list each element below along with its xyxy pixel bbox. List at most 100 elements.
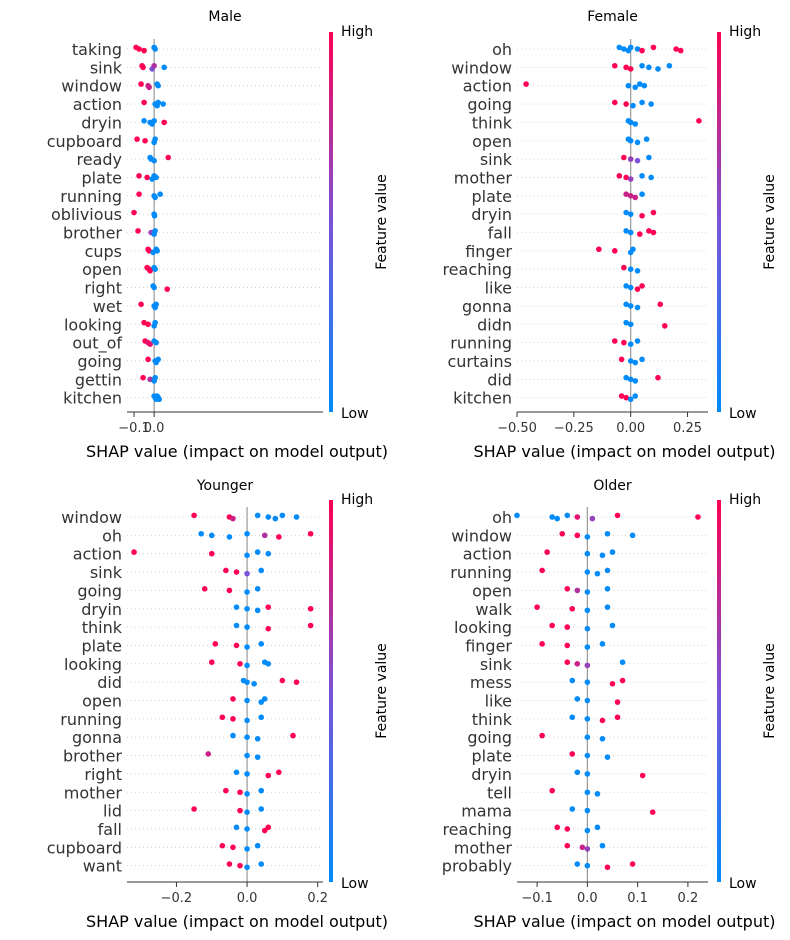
shap-point xyxy=(627,229,634,236)
feature-label: going xyxy=(77,581,122,600)
shap-point xyxy=(140,64,146,71)
shap-point xyxy=(599,641,606,647)
x-tick-label: 0.2 xyxy=(307,891,328,906)
shap-point xyxy=(151,284,157,291)
shap-point xyxy=(230,696,236,702)
shap-point xyxy=(254,549,261,555)
shap-point xyxy=(599,717,606,724)
shap-point xyxy=(244,589,250,595)
shap-point xyxy=(584,827,591,834)
shap-point xyxy=(564,659,571,665)
feature-label: mother xyxy=(454,838,513,857)
shap-point xyxy=(233,569,240,575)
shap-point xyxy=(251,680,257,687)
colorbar-low-label: Low xyxy=(341,876,369,892)
shap-point xyxy=(623,319,629,326)
shap-point xyxy=(627,119,634,126)
shap-point xyxy=(634,338,641,344)
shap-point xyxy=(616,173,623,179)
shap-point xyxy=(584,789,591,796)
shap-point xyxy=(618,356,625,363)
feature-label: curtains xyxy=(447,352,512,371)
colorbar-low-label: Low xyxy=(729,876,757,892)
shap-point xyxy=(627,156,634,162)
feature-label: plate xyxy=(81,168,122,187)
shap-point xyxy=(618,393,625,399)
shap-point xyxy=(237,661,243,667)
shap-point xyxy=(539,732,545,739)
shap-point xyxy=(152,228,158,234)
feature-label: sink xyxy=(480,150,513,169)
x-tick-label: 0.0 xyxy=(237,891,258,906)
colorbar-high-label: High xyxy=(341,24,373,40)
shap-point xyxy=(584,569,591,575)
shap-point xyxy=(290,732,296,739)
shap-point xyxy=(604,864,611,871)
shap-point xyxy=(639,47,645,54)
panel-younger: Younger windowohactionsinkgoingdryinthink… xyxy=(47,478,390,931)
feature-label: dryin xyxy=(81,113,122,132)
shap-point xyxy=(630,102,636,109)
shap-point xyxy=(208,532,215,539)
shap-point xyxy=(636,81,643,87)
shap-point xyxy=(625,82,632,89)
shap-point xyxy=(265,772,272,779)
shap-point xyxy=(623,301,629,308)
shap-point xyxy=(584,697,591,704)
feature-label: probably xyxy=(442,857,512,876)
feature-label: action xyxy=(73,545,122,564)
shap-point xyxy=(584,807,591,814)
shap-point xyxy=(579,844,586,851)
shap-point xyxy=(609,622,616,629)
shap-point xyxy=(632,121,639,127)
shap-point xyxy=(627,266,634,273)
x-tick-label: −0.1 xyxy=(521,891,553,906)
feature-label: going xyxy=(467,728,512,747)
shap-point xyxy=(244,644,250,650)
shap-point xyxy=(584,716,591,722)
shap-point xyxy=(226,587,233,594)
shap-point xyxy=(623,283,629,289)
shap-point xyxy=(643,136,650,142)
shap-point xyxy=(623,374,629,381)
shap-point xyxy=(191,806,197,812)
feature-label: running xyxy=(60,187,122,206)
feature-label: window xyxy=(61,508,122,527)
feature-label: ready xyxy=(77,150,123,169)
shap-point xyxy=(244,679,250,685)
shap-point xyxy=(258,806,264,812)
shap-point xyxy=(655,66,661,72)
shap-point xyxy=(619,677,626,684)
shap-point xyxy=(584,662,591,669)
x-tick-label: −0.25 xyxy=(554,421,594,436)
feature-label: like xyxy=(485,279,512,298)
shap-point xyxy=(153,339,159,346)
feature-label: reaching xyxy=(442,820,512,839)
feature-label: didn xyxy=(477,315,512,334)
shap-point xyxy=(632,378,639,384)
shap-point xyxy=(226,534,233,540)
feature-label: dryin xyxy=(471,205,512,224)
shap-point xyxy=(549,622,555,629)
shap-point xyxy=(634,304,641,311)
shap-point xyxy=(156,396,162,403)
x-tick-label: 0.25 xyxy=(673,421,702,436)
shap-point xyxy=(258,567,264,574)
shap-point xyxy=(634,268,641,274)
shap-point xyxy=(632,393,639,399)
feature-label: open xyxy=(472,581,512,600)
shap-point xyxy=(604,604,611,610)
shap-point xyxy=(569,677,576,684)
shap-point xyxy=(258,714,264,721)
shap-point xyxy=(623,394,629,401)
feature-label: oh xyxy=(492,40,512,59)
feature-label: did xyxy=(97,673,122,692)
shap-point xyxy=(639,772,646,779)
shap-point xyxy=(661,323,668,329)
shap-point xyxy=(584,752,591,759)
shap-point xyxy=(307,622,314,629)
shap-point xyxy=(244,771,250,777)
shap-point xyxy=(627,66,634,72)
shap-point xyxy=(623,228,629,234)
